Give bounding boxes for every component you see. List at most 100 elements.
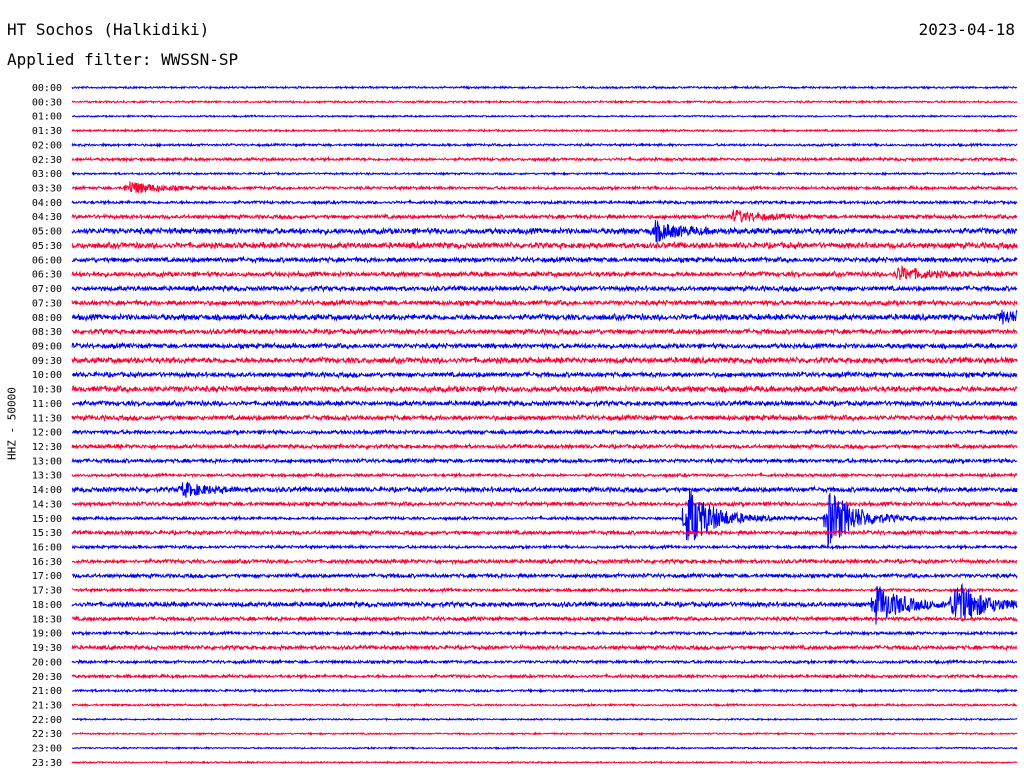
row-time-label: 00:30 bbox=[32, 97, 62, 108]
trace-line bbox=[71, 341, 1018, 351]
row-time-label: 21:30 bbox=[32, 700, 62, 711]
row-time-label: 12:00 bbox=[32, 428, 62, 439]
trace-line bbox=[71, 220, 1018, 243]
row-time-label: 11:30 bbox=[32, 413, 62, 424]
row-time-label: 18:00 bbox=[32, 600, 62, 611]
trace-line bbox=[71, 141, 1018, 149]
trace-line bbox=[71, 481, 1018, 498]
trace-line bbox=[71, 716, 1018, 722]
row-time-label: 18:30 bbox=[32, 614, 62, 625]
row-time-label: 14:30 bbox=[32, 499, 62, 510]
trace-line bbox=[71, 687, 1018, 694]
trace-line bbox=[71, 557, 1018, 566]
row-time-label: 01:30 bbox=[32, 126, 62, 137]
trace-line bbox=[71, 399, 1018, 408]
trace-line bbox=[71, 745, 1018, 751]
trace-line bbox=[71, 255, 1018, 265]
trace-line bbox=[71, 298, 1018, 308]
trace-line bbox=[71, 413, 1018, 423]
trace-line bbox=[71, 586, 1018, 594]
trace-line bbox=[71, 643, 1018, 652]
row-time-label: 15:00 bbox=[32, 514, 62, 525]
trace-line bbox=[71, 198, 1018, 206]
trace-line bbox=[71, 309, 1018, 325]
trace-line bbox=[71, 543, 1018, 551]
row-time-label: 23:30 bbox=[32, 758, 62, 769]
trace-line bbox=[71, 428, 1018, 437]
row-time-label: 03:30 bbox=[32, 184, 62, 195]
row-time-label: 19:00 bbox=[32, 629, 62, 640]
row-time-label: 10:00 bbox=[32, 370, 62, 381]
trace-line bbox=[71, 127, 1018, 134]
row-time-label: 04:30 bbox=[32, 212, 62, 223]
trace-line bbox=[71, 155, 1017, 163]
trace-line bbox=[71, 264, 1018, 281]
row-time-label: 19:30 bbox=[32, 643, 62, 654]
trace-line bbox=[71, 731, 1018, 736]
trace-line bbox=[71, 456, 1018, 465]
row-time-label: 22:00 bbox=[32, 715, 62, 726]
station-name: HT Sochos (Halkidiki) bbox=[7, 20, 210, 39]
row-time-label: 07:30 bbox=[32, 298, 62, 309]
row-time-label: 11:00 bbox=[32, 399, 62, 410]
row-time-label: 10:30 bbox=[32, 385, 62, 396]
row-time-label: 02:00 bbox=[32, 140, 62, 151]
trace-line bbox=[71, 209, 1018, 223]
row-time-label: 04:00 bbox=[32, 198, 62, 209]
trace-line bbox=[71, 528, 1018, 537]
trace-line bbox=[71, 384, 1018, 395]
row-time-label: 01:00 bbox=[32, 112, 62, 123]
row-time-label: 08:30 bbox=[32, 327, 62, 338]
row-time-label: 03:00 bbox=[32, 169, 62, 180]
trace-line bbox=[71, 760, 1018, 765]
trace-line bbox=[71, 181, 1018, 194]
trace-line bbox=[71, 672, 1018, 680]
trace-line bbox=[71, 658, 1018, 666]
trace-line bbox=[71, 99, 1018, 105]
row-time-label: 20:00 bbox=[32, 657, 62, 668]
row-time-label: 09:00 bbox=[32, 341, 62, 352]
trace-line bbox=[71, 355, 1018, 365]
row-time-label: 15:30 bbox=[32, 528, 62, 539]
row-time-label: 09:30 bbox=[32, 356, 62, 367]
row-time-label: 05:30 bbox=[32, 241, 62, 252]
trace-line bbox=[71, 499, 1018, 508]
trace-line bbox=[71, 327, 1018, 336]
row-time-label: 23:00 bbox=[32, 744, 62, 755]
trace-line bbox=[71, 571, 1018, 580]
row-time-label: 06:30 bbox=[32, 270, 62, 281]
row-time-label: 14:00 bbox=[32, 485, 62, 496]
trace-line bbox=[71, 629, 1018, 637]
trace-line bbox=[71, 582, 1018, 625]
row-time-label: 16:00 bbox=[32, 543, 62, 554]
trace-line bbox=[71, 490, 1018, 546]
row-time-label: 20:30 bbox=[32, 672, 62, 683]
row-time-label: 12:30 bbox=[32, 442, 62, 453]
row-time-label: 00:00 bbox=[32, 83, 62, 94]
record-date: 2023-04-18 bbox=[918, 20, 1015, 39]
row-time-label: 21:00 bbox=[32, 686, 62, 697]
row-time-label: 07:00 bbox=[32, 284, 62, 295]
row-time-label: 13:00 bbox=[32, 456, 62, 467]
trace-line bbox=[71, 240, 1018, 251]
trace-line bbox=[72, 702, 1018, 708]
row-time-label: 13:30 bbox=[32, 471, 62, 482]
row-time-label: 17:30 bbox=[32, 586, 62, 597]
trace-line bbox=[71, 84, 1018, 91]
row-time-label: 06:00 bbox=[32, 255, 62, 266]
row-time-label: 22:30 bbox=[32, 729, 62, 740]
trace-line bbox=[71, 114, 1017, 119]
row-time-label: 08:00 bbox=[32, 313, 62, 324]
row-time-label: 05:00 bbox=[32, 227, 62, 238]
trace-line bbox=[71, 442, 1018, 451]
trace-line bbox=[71, 284, 1018, 293]
trace-line bbox=[71, 370, 1018, 380]
trace-line bbox=[71, 170, 1018, 177]
row-time-label: 16:30 bbox=[32, 557, 62, 568]
row-time-label: 02:30 bbox=[32, 155, 62, 166]
applied-filter-label: Applied filter: WWSSN-SP bbox=[7, 50, 239, 69]
trace-line bbox=[71, 471, 1018, 479]
trace-line bbox=[71, 614, 1018, 623]
row-time-label: 17:00 bbox=[32, 571, 62, 582]
